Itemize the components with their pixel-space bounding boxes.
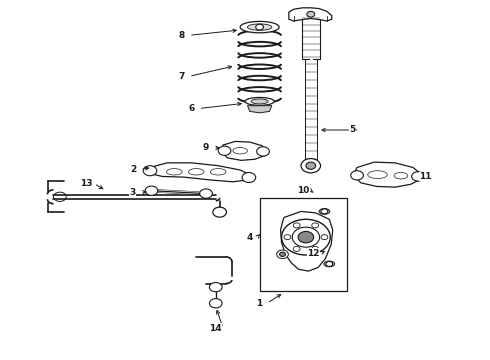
Circle shape (277, 250, 288, 258)
Polygon shape (355, 162, 420, 187)
Circle shape (293, 223, 300, 228)
Text: 9: 9 (203, 143, 209, 152)
Circle shape (293, 246, 300, 251)
Polygon shape (289, 8, 332, 21)
Circle shape (242, 172, 256, 183)
Text: 12: 12 (307, 249, 319, 258)
Circle shape (257, 147, 270, 156)
Circle shape (351, 171, 364, 180)
Text: 7: 7 (178, 72, 185, 81)
Text: 14: 14 (209, 324, 222, 333)
Circle shape (326, 261, 333, 266)
Polygon shape (247, 106, 272, 113)
FancyBboxPatch shape (302, 18, 319, 59)
Circle shape (321, 209, 328, 214)
Circle shape (284, 235, 291, 240)
Ellipse shape (251, 99, 268, 104)
Text: 10: 10 (297, 186, 310, 195)
Polygon shape (150, 163, 250, 182)
Circle shape (209, 298, 222, 308)
Circle shape (312, 223, 318, 228)
Text: 1: 1 (256, 299, 263, 308)
Circle shape (307, 12, 315, 17)
Ellipse shape (245, 98, 274, 105)
Ellipse shape (324, 261, 335, 267)
Circle shape (321, 235, 328, 240)
Circle shape (218, 146, 231, 156)
Ellipse shape (247, 24, 272, 30)
Circle shape (312, 246, 318, 251)
Circle shape (200, 189, 212, 198)
Ellipse shape (319, 208, 330, 214)
Ellipse shape (240, 21, 279, 33)
Circle shape (145, 186, 158, 195)
Circle shape (292, 227, 319, 247)
Circle shape (143, 166, 157, 176)
Text: 13: 13 (80, 179, 93, 188)
Circle shape (280, 252, 286, 256)
Circle shape (412, 172, 424, 181)
Text: 2: 2 (130, 165, 136, 174)
Text: 4: 4 (246, 233, 253, 242)
Circle shape (213, 207, 226, 217)
Text: 5: 5 (349, 126, 355, 135)
Circle shape (301, 158, 320, 173)
Circle shape (306, 162, 316, 169)
Text: 3: 3 (130, 188, 136, 197)
FancyBboxPatch shape (260, 198, 347, 291)
Circle shape (298, 231, 314, 243)
Text: 11: 11 (419, 172, 432, 181)
Circle shape (256, 24, 264, 30)
Text: 6: 6 (188, 104, 195, 113)
Circle shape (209, 283, 222, 292)
Text: 8: 8 (178, 31, 185, 40)
Polygon shape (281, 211, 333, 271)
Polygon shape (221, 141, 267, 160)
